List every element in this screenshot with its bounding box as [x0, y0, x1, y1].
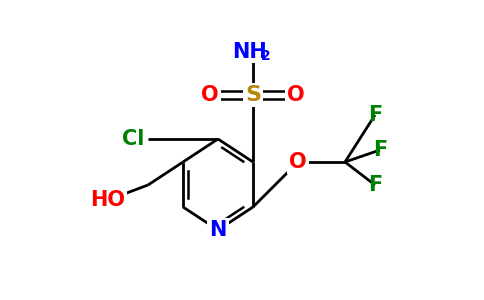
- Text: NH: NH: [232, 42, 266, 62]
- Text: HO: HO: [91, 190, 125, 210]
- Text: O: O: [289, 152, 307, 172]
- Text: N: N: [209, 220, 227, 240]
- Text: F: F: [373, 140, 387, 160]
- Text: O: O: [201, 85, 219, 105]
- Text: S: S: [245, 85, 261, 105]
- Text: O: O: [287, 85, 305, 105]
- Text: 2: 2: [261, 49, 271, 63]
- Text: Cl: Cl: [121, 129, 144, 149]
- Text: F: F: [368, 175, 382, 195]
- Text: F: F: [368, 105, 382, 125]
